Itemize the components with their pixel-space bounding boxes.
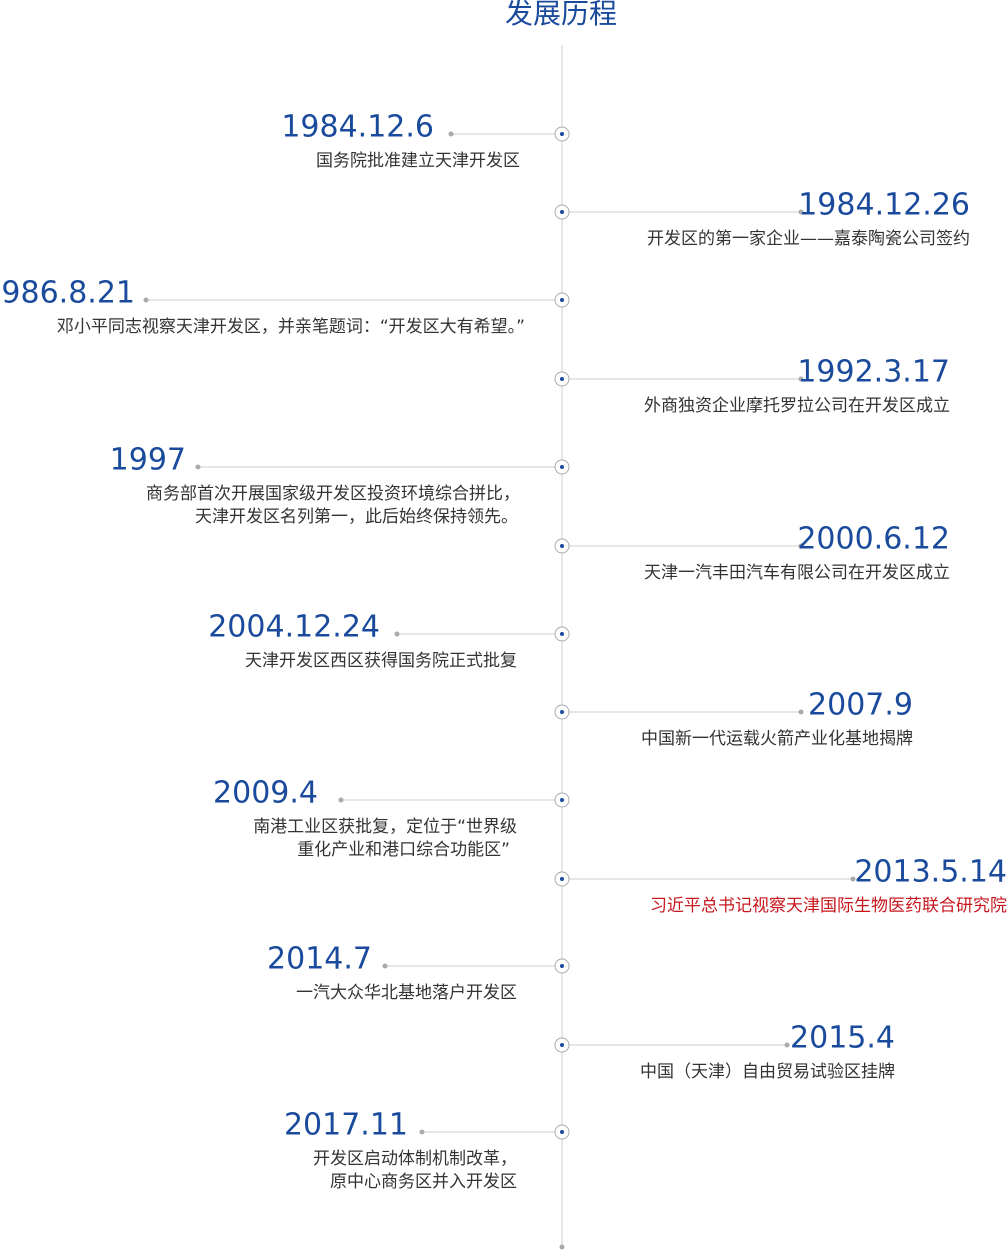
event-date: 2007.9 <box>808 688 913 723</box>
event-description: 一汽大众华北基地落户开发区 <box>296 983 517 1003</box>
event-description: 原中心商务区并入开发区 <box>330 1172 517 1192</box>
event-description: 习近平总书记视察天津国际生物医药联合研究院 <box>650 896 1007 916</box>
connector-dot <box>382 963 388 969</box>
event-date: 2004.12.24 <box>208 610 380 645</box>
event-date: 1986.8.21 <box>0 276 135 311</box>
connector-dot <box>143 297 149 303</box>
connector-dot <box>850 876 856 882</box>
event-date: 1984.12.6 <box>281 110 434 145</box>
axis-end <box>559 1244 565 1250</box>
event-date: 2000.6.12 <box>797 522 950 557</box>
event-description: 开发区启动体制机制改革， <box>313 1149 517 1169</box>
event-description: 天津开发区西区获得国务院正式批复 <box>245 651 517 671</box>
timeline-node-center <box>560 964 564 968</box>
event-description: 外商独资企业摩托罗拉公司在开发区成立 <box>644 396 950 416</box>
timeline-node-center <box>560 877 564 881</box>
event-date: 1984.12.26 <box>798 188 970 223</box>
timeline-node-center <box>560 798 564 802</box>
timeline-node-center <box>560 210 564 214</box>
connector-dot <box>798 209 804 215</box>
timeline-node-center <box>560 132 564 136</box>
event-description: 邓小平同志视察天津开发区，并亲笔题词：“开发区大有希望。” <box>57 317 525 337</box>
event-date: 2013.5.14 <box>854 855 1007 890</box>
event-description: 天津开发区名列第一，此后始终保持领先。 <box>195 507 518 527</box>
timeline-node-center <box>560 1043 564 1047</box>
connector-dot <box>338 797 344 803</box>
event-date: 1992.3.17 <box>797 355 950 390</box>
connector-dot <box>394 631 400 637</box>
event-date: 2017.11 <box>284 1108 408 1143</box>
event-date: 2009.4 <box>213 776 318 811</box>
timeline-node-center <box>560 544 564 548</box>
connector-dot <box>798 376 804 382</box>
connector-dot <box>419 1129 425 1135</box>
event-date: 2015.4 <box>790 1021 895 1056</box>
connector-dot <box>448 131 454 137</box>
event-description: 中国（天津）自由贸易试验区挂牌 <box>640 1062 895 1082</box>
event-description: 中国新一代运载火箭产业化基地揭牌 <box>641 729 913 749</box>
timeline-node-center <box>560 710 564 714</box>
connector-dot <box>798 709 804 715</box>
timeline-node-center <box>560 377 564 381</box>
event-date: 1997 <box>110 443 186 478</box>
event-description: 商务部首次开展国家级开发区投资环境综合拼比， <box>146 484 520 504</box>
event-description: 开发区的第一家企业——嘉泰陶瓷公司签约 <box>647 229 970 249</box>
page-title: 发展历程 <box>505 0 617 30</box>
timeline-node-center <box>560 465 564 469</box>
connector-dot <box>784 1042 790 1048</box>
event-date: 2014.7 <box>267 942 372 977</box>
timeline-node-center <box>560 1130 564 1134</box>
event-description: 重化产业和港口综合功能区” <box>297 840 510 860</box>
event-description: 国务院批准建立天津开发区 <box>316 151 520 171</box>
event-description: 南港工业区获批复，定位于“世界级 <box>253 817 517 837</box>
timeline-node-center <box>560 632 564 636</box>
connector-dot <box>195 464 201 470</box>
timeline-node-center <box>560 298 564 302</box>
connector-dot <box>798 543 804 549</box>
event-description: 天津一汽丰田汽车有限公司在开发区成立 <box>644 563 950 583</box>
